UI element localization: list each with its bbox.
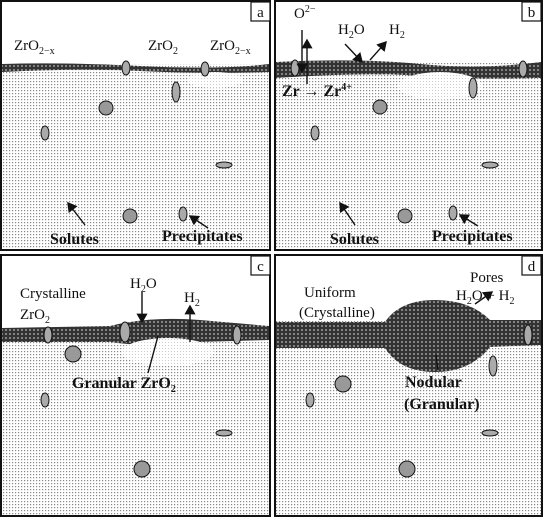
label: Precipitates <box>432 228 513 245</box>
label: Solutes <box>330 231 379 248</box>
precipitate <box>291 60 299 76</box>
label-part: O + H <box>472 288 510 304</box>
label-part: O <box>146 276 157 292</box>
precipitate <box>41 126 49 140</box>
label-part: (Crystalline) <box>299 305 375 321</box>
label-part: Solutes <box>50 231 99 248</box>
label: (Granular) <box>404 396 480 413</box>
label-part: 2 <box>195 298 200 309</box>
label: Solutes <box>50 231 99 248</box>
precipitate <box>469 78 477 98</box>
label-part: Precipitates <box>432 228 513 245</box>
solute <box>99 101 113 115</box>
precipitate <box>519 61 527 77</box>
precipitate <box>201 62 209 76</box>
solute <box>134 461 150 477</box>
solute <box>373 100 387 114</box>
precipitate <box>489 356 497 376</box>
gas <box>276 2 541 62</box>
label-part: 2 <box>171 384 176 395</box>
precipitate <box>44 327 52 343</box>
precipitate <box>172 82 180 102</box>
label-part: 2 <box>45 315 50 326</box>
panel-label: c <box>257 259 264 275</box>
label-part: H <box>130 276 141 292</box>
label-part: 2 <box>173 46 178 57</box>
label-part: 2−x <box>235 46 251 57</box>
label-part: H <box>184 290 195 306</box>
precipitate <box>524 325 532 345</box>
label: Nodular <box>405 374 462 391</box>
panels <box>1 1 542 516</box>
precipitate <box>122 61 130 75</box>
solute <box>398 209 412 223</box>
panel-label: d <box>528 259 536 275</box>
label: (Crystalline) <box>299 305 375 321</box>
label-part: Solutes <box>330 231 379 248</box>
panel-label: b <box>528 5 536 21</box>
label-part: H <box>456 288 467 304</box>
precipitate <box>233 326 241 344</box>
label-part: Pores <box>470 270 503 286</box>
label: Pores <box>470 270 503 286</box>
precipitate <box>216 430 232 436</box>
label-part: Zr → Zr <box>282 83 341 100</box>
label-part: Granular ZrO <box>72 375 171 392</box>
solute <box>123 209 137 223</box>
precipitate <box>41 393 49 407</box>
solute <box>65 346 81 362</box>
label-part: 2 <box>509 296 514 307</box>
label-part: 2−x <box>39 46 55 57</box>
label-part: Precipitates <box>162 228 243 245</box>
label: Uniform <box>304 285 356 301</box>
depletion <box>122 338 214 366</box>
diagram: aZrO2−xZrO2ZrO2−xSolutesPrecipitatesbO2−… <box>0 0 543 517</box>
label-part: O <box>354 22 365 38</box>
precipitate <box>482 430 498 436</box>
precipitate <box>120 322 130 342</box>
label-part: Nodular <box>405 374 462 391</box>
label-part: H <box>389 22 400 38</box>
precipitate <box>179 207 187 221</box>
label-part: 4+ <box>341 82 352 93</box>
label: Precipitates <box>162 228 243 245</box>
panel-label: a <box>257 5 264 21</box>
precipitate <box>306 393 314 407</box>
label-part: ZrO <box>14 38 39 54</box>
label-part: O <box>294 6 305 22</box>
label-part: Uniform <box>304 285 356 301</box>
solute <box>335 376 351 392</box>
label-part: ZrO <box>210 38 235 54</box>
depletion <box>187 72 243 88</box>
label-part: 2− <box>305 4 316 15</box>
label-part: H <box>338 22 349 38</box>
precipitate <box>449 206 457 220</box>
label-part: 2 <box>400 30 405 41</box>
label-part: ZrO <box>20 307 45 323</box>
precipitate <box>216 162 232 168</box>
precipitate <box>311 126 319 140</box>
label-part: Crystalline <box>20 286 86 302</box>
label: Crystalline <box>20 286 86 302</box>
solute <box>399 461 415 477</box>
label-part: (Granular) <box>404 396 480 413</box>
label-part: ZrO <box>148 38 173 54</box>
precipitate <box>482 162 498 168</box>
